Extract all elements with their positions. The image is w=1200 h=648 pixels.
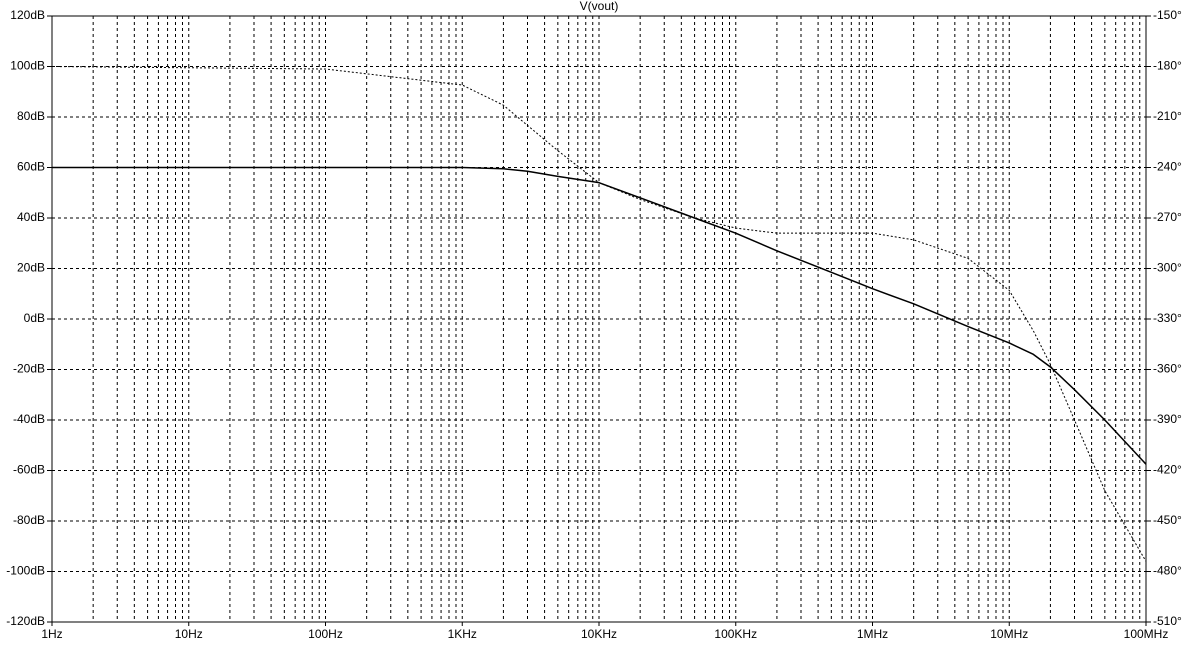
- y2-tick-label: -270°: [1153, 210, 1182, 224]
- y-tick-label: 120dB: [10, 8, 45, 22]
- x-tick-label: 10KHz: [581, 627, 617, 641]
- chart-title: V(vout): [580, 0, 619, 13]
- x-tick-label: 100KHz: [714, 627, 757, 641]
- y-tick-label: 0dB: [24, 311, 45, 325]
- x-tick-label: 100Hz: [308, 627, 343, 641]
- y2-tick-label: -300°: [1153, 261, 1182, 275]
- y2-tick-label: -510°: [1153, 614, 1182, 628]
- y2-tick-label: -480°: [1153, 564, 1182, 578]
- y2-tick-label: -210°: [1153, 109, 1182, 123]
- y-tick-label: -120dB: [6, 614, 45, 628]
- y-tick-label: 20dB: [17, 261, 45, 275]
- y-tick-label: 40dB: [17, 210, 45, 224]
- y-tick-label: -100dB: [6, 564, 45, 578]
- series-line: [51, 66, 1147, 562]
- y2-tick-label: -420°: [1153, 463, 1182, 477]
- y-tick-label: -20dB: [13, 362, 45, 376]
- y2-tick-label: -180°: [1153, 59, 1182, 73]
- y-tick-label: 100dB: [10, 59, 45, 73]
- x-tick-label: 1Hz: [41, 627, 62, 641]
- series-line: [52, 166, 1147, 465]
- y2-tick-label: -240°: [1153, 160, 1182, 174]
- x-tick-label: 100MHz: [1124, 627, 1169, 641]
- y-tick-label: -40dB: [13, 412, 45, 426]
- y2-tick-label: -360°: [1153, 362, 1182, 376]
- y2-tick-label: -150°: [1153, 8, 1182, 22]
- y2-tick-label: -330°: [1153, 311, 1182, 325]
- y2-tick-label: -450°: [1153, 513, 1182, 527]
- plot-frame: [51, 15, 1147, 623]
- x-tick-label: 10MHz: [990, 627, 1028, 641]
- y2-tick-label: -390°: [1153, 412, 1182, 426]
- y-tick-label: -60dB: [13, 463, 45, 477]
- x-tick-label: 1KHz: [448, 627, 477, 641]
- y-tick-label: -80dB: [13, 513, 45, 527]
- x-tick-label: 10Hz: [175, 627, 203, 641]
- x-tick-label: 1MHz: [857, 627, 888, 641]
- y-tick-label: 60dB: [17, 160, 45, 174]
- y-tick-label: 80dB: [17, 109, 45, 123]
